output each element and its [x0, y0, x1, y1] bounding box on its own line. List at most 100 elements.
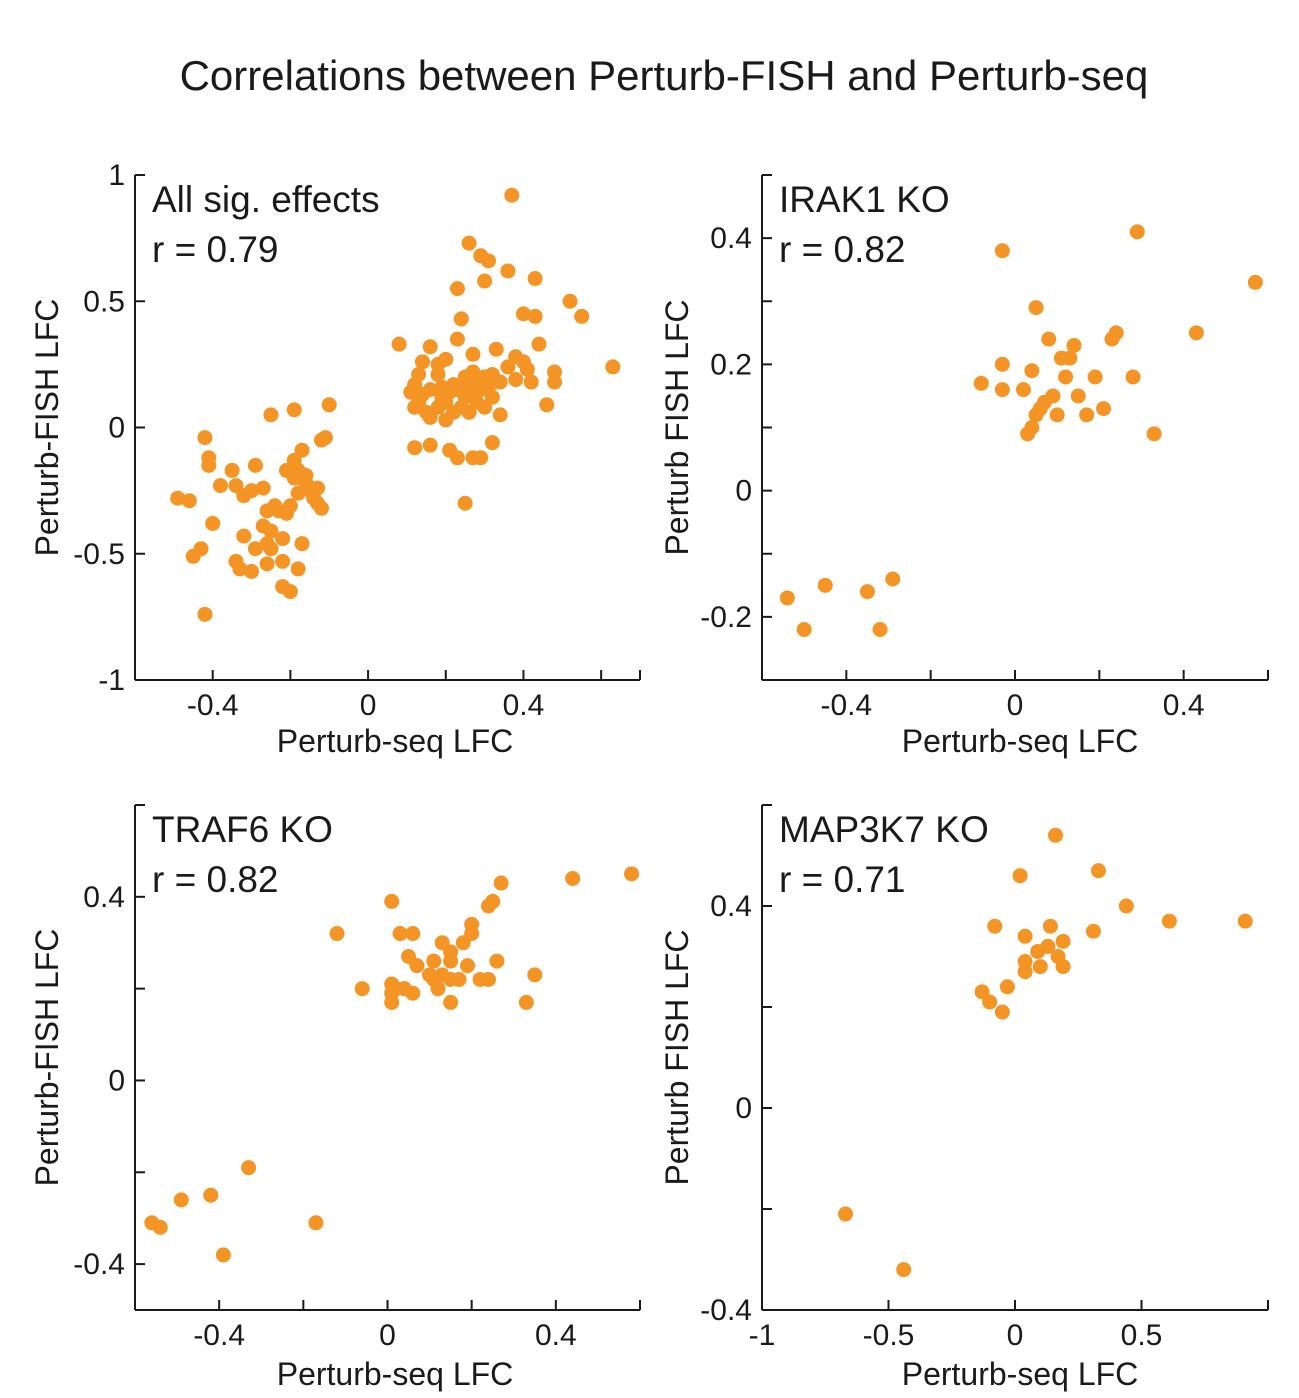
data-point: [228, 478, 244, 494]
x-tick-label: -0.4: [187, 689, 239, 722]
data-point: [294, 536, 310, 552]
data-point: [1129, 224, 1145, 240]
panel-title: All sig. effects: [152, 179, 380, 220]
data-point: [407, 440, 423, 456]
data-point: [329, 926, 345, 942]
data-point: [212, 478, 228, 494]
data-point: [492, 374, 508, 390]
data-point: [443, 994, 459, 1010]
data-point: [354, 981, 370, 997]
data-point: [1079, 407, 1095, 423]
data-point: [987, 918, 1003, 934]
data-point: [282, 498, 298, 514]
data-point: [994, 1004, 1010, 1020]
data-point: [197, 430, 213, 446]
data-point: [1118, 898, 1134, 914]
data-point: [523, 374, 539, 390]
data-point: [531, 336, 547, 352]
data-point: [1062, 350, 1078, 366]
data-point: [244, 483, 260, 499]
data-point: [872, 622, 888, 637]
data-point: [539, 397, 555, 413]
data-point: [565, 870, 581, 886]
data-point: [1237, 913, 1253, 929]
data-point: [426, 953, 442, 969]
data-point: [247, 457, 263, 473]
data-point: [313, 500, 329, 516]
data-point: [465, 346, 481, 362]
data-point: [224, 462, 240, 478]
data-point: [236, 528, 252, 544]
data-point: [232, 561, 248, 577]
data-point: [1070, 388, 1086, 404]
data-point: [286, 402, 302, 418]
data-point: [409, 958, 425, 974]
data-point: [241, 1160, 257, 1176]
correlation-label: r = 0.71: [779, 859, 906, 900]
data-point: [391, 336, 407, 352]
data-point: [973, 375, 989, 391]
data-point: [215, 1247, 231, 1263]
data-point: [173, 1192, 189, 1208]
data-point: [473, 450, 489, 466]
data-point: [407, 399, 423, 415]
data-point: [488, 341, 504, 357]
data-point: [152, 1219, 168, 1235]
data-point: [515, 306, 531, 322]
data-point: [1188, 325, 1204, 341]
data-point: [994, 356, 1010, 372]
y-tick-label: -0.2: [700, 601, 752, 634]
x-axis-label: Perturb-seq LFC: [902, 1356, 1139, 1392]
data-point: [1085, 923, 1101, 939]
data-point: [519, 361, 535, 377]
data-point: [455, 935, 471, 951]
data-point: [405, 926, 421, 942]
data-point: [624, 866, 640, 882]
y-tick-label: 0: [108, 412, 125, 445]
data-point: [384, 994, 400, 1010]
data-point: [181, 493, 197, 509]
x-tick-label: 0.4: [1163, 689, 1205, 722]
y-tick-label: 0.4: [710, 890, 752, 923]
x-tick-label: -1: [749, 1319, 776, 1352]
data-point: [477, 399, 493, 415]
data-point: [484, 435, 500, 451]
data-point: [574, 308, 590, 324]
data-point: [1125, 369, 1141, 385]
panel-title: MAP3K7 KO: [779, 809, 989, 850]
data-point: [896, 1262, 912, 1278]
data-point: [449, 281, 465, 297]
data-point: [1047, 827, 1063, 843]
data-point: [275, 531, 291, 547]
data-point: [185, 548, 201, 564]
data-point: [1017, 928, 1033, 944]
data-point: [275, 553, 291, 569]
data-point: [461, 404, 477, 420]
data-point: [459, 958, 475, 974]
data-point: [504, 187, 520, 203]
panel-title: IRAK1 KO: [779, 179, 950, 220]
data-point: [492, 407, 508, 423]
data-point: [449, 331, 465, 347]
x-tick-label: 0: [1007, 689, 1024, 722]
y-tick-label: -0.5: [73, 538, 125, 571]
panel-irak1-ko: -0.4 0 0.4 -0.2 0 0.2 0.4 Perturb-seq LFC Pertur…: [659, 174, 1269, 759]
data-point: [518, 994, 534, 1010]
data-point: [1028, 407, 1044, 423]
data-point: [384, 893, 400, 909]
data-point: [1247, 274, 1263, 290]
data-point: [500, 359, 516, 375]
data-point: [527, 967, 543, 983]
data-point: [885, 571, 901, 587]
y-axis-label: Perturb-FISH LFC: [29, 929, 65, 1187]
data-point: [527, 271, 543, 287]
data-point: [244, 563, 260, 579]
data-point: [279, 462, 294, 478]
y-axis-label: Perturb-FISH LFC: [29, 299, 65, 557]
data-point: [489, 953, 505, 969]
panel-map3k7-ko: -1 -0.5 0 0.5 -0.4 0 0.4 Perturb-seq LFC Perturb…: [659, 804, 1269, 1392]
data-point: [1090, 863, 1106, 879]
panel-all-sig-effects: -0.4 0 0.4 -1 -0.5 0 0.5 1 Perturb-seq LFC Pertur…: [29, 159, 641, 759]
data-point: [430, 366, 446, 382]
